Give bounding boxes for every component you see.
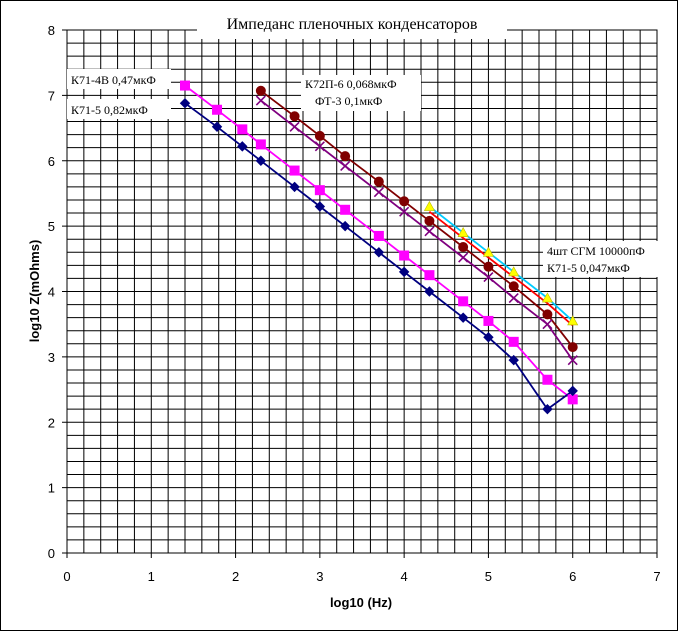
data-point-square [542, 374, 553, 385]
data-point-diamond [398, 266, 410, 278]
data-point-square [212, 104, 223, 115]
label-box-k72p-6 [301, 75, 421, 111]
data-point-diamond [179, 98, 191, 109]
data-point-diamond [542, 403, 553, 415]
data-point-diamond [255, 155, 267, 166]
data-point-diamond [424, 286, 435, 297]
label-box-k71-5-082 [67, 99, 171, 119]
data-point-diamond [567, 385, 578, 397]
series-line [260, 99, 574, 361]
x-tick-label: 1 [148, 569, 155, 584]
data-point-x [483, 272, 494, 283]
label-box-k71-4v [67, 69, 171, 89]
data-point-diamond [373, 247, 385, 258]
data-point-x [314, 141, 325, 152]
data-point-circle [508, 281, 519, 292]
y-tick-label: 0 [48, 546, 55, 561]
data-point-square [483, 315, 494, 326]
x-tick-label: 6 [569, 569, 576, 584]
y-tick-label: 8 [48, 23, 55, 38]
data-point-square [373, 230, 384, 241]
data-point-square [237, 124, 248, 135]
x-tick-label: 7 [653, 569, 660, 584]
data-point-square [567, 394, 578, 405]
data-point-triangle [482, 246, 494, 257]
data-point-triangle [541, 292, 553, 303]
data-point-circle [289, 111, 300, 122]
data-point-square [399, 250, 410, 261]
data-point-circle [340, 151, 351, 162]
y-tick-label: 7 [48, 88, 55, 103]
x-tick-label: 5 [485, 569, 492, 584]
data-point-x [399, 206, 410, 217]
data-point-x [458, 252, 469, 263]
data-point-diamond [457, 312, 469, 323]
data-point-square [314, 185, 325, 196]
data-point-square [180, 80, 190, 91]
y-tick-label: 3 [48, 350, 55, 365]
data-point-x [373, 187, 384, 198]
chart-title: Импеданс пленочных конденсаторов [227, 16, 478, 33]
x-tick-label: 2 [232, 569, 239, 584]
data-point-diamond [289, 181, 300, 193]
data-point-circle [483, 261, 494, 272]
data-point-triangle [457, 227, 469, 237]
label-box-sgm [543, 241, 663, 277]
data-point-square [424, 270, 435, 281]
data-point-x [255, 95, 266, 106]
data-point-triangle [567, 315, 579, 326]
data-point-x [542, 319, 553, 330]
data-point-x [424, 226, 435, 237]
tick-labels: 0 1 2 3 4 5 6 7 0 1 2 3 4 5 6 7 8 [48, 23, 661, 584]
y-tick-label: 5 [48, 219, 55, 234]
data-point-square [340, 204, 351, 215]
y-tick-label: 6 [48, 154, 55, 169]
data-point-circle [542, 309, 553, 320]
series-label-k71-4v: К71-4В 0,47мкФ [71, 73, 156, 87]
data-point-x [508, 292, 519, 304]
y-tick-label: 2 [48, 415, 55, 430]
x-tick-label: 0 [63, 569, 70, 584]
data-point-diamond [314, 201, 326, 212]
y-tick-label: 1 [48, 481, 55, 496]
series-label-ft-3: ФТ-3 0,1мкФ [315, 94, 382, 108]
data-point-square [255, 139, 266, 150]
data-point-circle [399, 196, 410, 207]
series-markers [179, 80, 579, 415]
data-point-circle [424, 215, 435, 226]
data-point-x [340, 160, 351, 172]
title-box [197, 11, 507, 39]
data-point-diamond [237, 141, 248, 152]
data-point-triangle [423, 200, 435, 211]
data-point-circle [458, 242, 469, 253]
data-point-diamond [508, 354, 519, 366]
x-axis-label: log10 (Hz) [330, 595, 392, 610]
data-point-square [289, 165, 300, 176]
data-point-diamond [339, 220, 351, 232]
series-line [428, 210, 574, 327]
series-label-k72p-6: К72П-6 0,068мкФ [305, 77, 397, 91]
y-axis-label: log10 Z(mOhms) [27, 240, 42, 343]
data-point-diamond [211, 121, 223, 132]
data-point-square [458, 296, 469, 307]
data-point-square [508, 336, 519, 347]
data-point-circle [373, 176, 384, 187]
data-point-x [289, 121, 300, 132]
series-line [260, 90, 574, 348]
y-tick-label: 4 [48, 285, 55, 300]
series-label-k71-5-082: К71-5 0,82мкФ [71, 103, 148, 117]
x-tick-label: 4 [401, 569, 408, 584]
series-label-k71-5-0047: К71-5 0,047мкФ [547, 261, 630, 275]
data-point-circle [567, 342, 578, 353]
data-point-triangle [508, 266, 520, 277]
data-point-x [567, 355, 578, 366]
x-tick-label: 3 [316, 569, 323, 584]
series-label-sgm: 4шт СГМ 10000пФ [547, 244, 645, 258]
data-point-circle [255, 85, 266, 96]
data-point-circle [314, 130, 325, 141]
data-point-diamond [483, 332, 494, 343]
